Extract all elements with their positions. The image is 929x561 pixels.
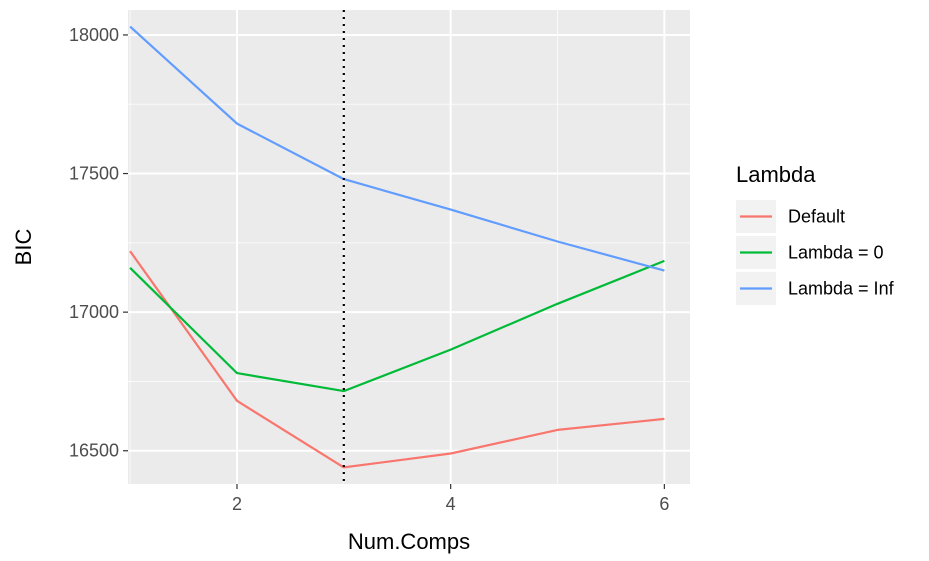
grid-major — [128, 10, 690, 484]
x-tick-label: 2 — [232, 494, 242, 514]
grid-minor — [128, 10, 690, 484]
x-axis-title: Num.Comps — [348, 529, 470, 554]
legend-label: Lambda = 0 — [788, 243, 884, 263]
legend-items: Default Lambda = 0 Lambda = Inf — [736, 200, 895, 305]
y-tick-label: 17000 — [69, 302, 119, 322]
y-tick-label: 17500 — [69, 164, 119, 184]
legend: Lambda Default Lambda = 0 Lambda = Inf — [736, 162, 895, 305]
y-axis: 16500 17000 17500 18000 — [69, 25, 128, 461]
x-axis: 2 4 6 — [232, 484, 669, 514]
series-group — [129, 25, 665, 469]
series-line — [129, 250, 665, 469]
panel-background — [128, 10, 690, 484]
legend-label: Lambda = Inf — [788, 279, 895, 299]
x-tick-label: 4 — [446, 494, 456, 514]
y-tick-label: 18000 — [69, 25, 119, 45]
series-line — [129, 25, 665, 272]
legend-label: Default — [788, 207, 845, 227]
x-tick-label: 6 — [659, 494, 669, 514]
series-line — [129, 259, 665, 393]
legend-title: Lambda — [736, 162, 816, 187]
y-tick-label: 16500 — [69, 441, 119, 461]
y-axis-title: BIC — [11, 229, 36, 266]
